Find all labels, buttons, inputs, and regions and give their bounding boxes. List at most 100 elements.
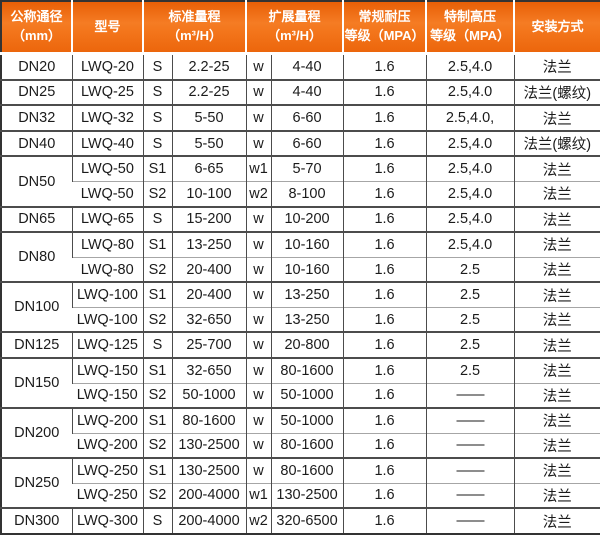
table-row: DN300 LWQ-300 S 200-4000 w2 320-6500 1.6 —— 法兰 bbox=[1, 507, 600, 534]
install-cell: 法兰 bbox=[513, 256, 600, 283]
w-grade-cell: w bbox=[245, 231, 272, 258]
std-range-cell: 6-65 bbox=[171, 155, 247, 182]
table-row: LWQ-250 S2 200-4000 w1 130-2500 1.6 —— 法兰 bbox=[1, 482, 600, 509]
w-grade-cell: w bbox=[245, 407, 272, 434]
dn-cell: DN125 bbox=[1, 331, 72, 358]
model-cell: LWQ-20 bbox=[71, 52, 143, 80]
model-cell: LWQ-32 bbox=[71, 104, 143, 131]
w-grade-cell: w bbox=[245, 205, 272, 233]
pressure-cell: 1.6 bbox=[342, 331, 427, 358]
install-cell: 法兰 bbox=[513, 52, 600, 80]
ext-range-cell: 6-60 bbox=[270, 104, 344, 131]
high-pressure-cell: —— bbox=[425, 507, 515, 534]
table-row: LWQ-150 S2 50-1000 w 50-1000 1.6 —— 法兰 bbox=[1, 382, 600, 409]
install-cell: 法兰 bbox=[513, 382, 600, 409]
model-cell: LWQ-125 bbox=[71, 331, 143, 358]
dn-cell: DN32 bbox=[1, 104, 72, 131]
s-grade-cell: S bbox=[142, 104, 172, 131]
model-cell: LWQ-300 bbox=[71, 507, 143, 534]
install-cell: 法兰 bbox=[513, 407, 600, 434]
w-grade-cell: w bbox=[245, 281, 272, 308]
table-row: LWQ-200 S2 130-2500 w 80-1600 1.6 —— 法兰 bbox=[1, 432, 600, 459]
ext-range-cell: 20-800 bbox=[270, 331, 344, 358]
ext-range-cell: 10-160 bbox=[270, 231, 344, 258]
w-grade-cell: w bbox=[245, 457, 272, 484]
high-pressure-cell: 2.5 bbox=[425, 281, 515, 308]
s-grade-cell: S1 bbox=[142, 457, 172, 484]
dn-cell: DN150 bbox=[1, 356, 72, 409]
std-range-cell: 50-1000 bbox=[171, 382, 247, 409]
table-row: DN125 LWQ-125 S 25-700 w 20-800 1.6 2.5 法兰 bbox=[1, 331, 600, 358]
model-cell: LWQ-40 bbox=[71, 129, 143, 157]
std-range-cell: 32-650 bbox=[171, 356, 247, 384]
high-pressure-cell: —— bbox=[425, 382, 515, 409]
ext-range-cell: 6-60 bbox=[270, 129, 344, 157]
w-grade-cell: w bbox=[245, 104, 272, 131]
std-range-cell: 2.2-25 bbox=[171, 78, 247, 106]
install-cell: 法兰 bbox=[513, 432, 600, 459]
install-cell: 法兰 bbox=[513, 205, 600, 233]
table-row: DN100 LWQ-100 S1 20-400 w 13-250 1.6 2.5 法兰 bbox=[1, 281, 600, 333]
model-cell: LWQ-250 bbox=[72, 482, 143, 509]
table-row: DN80 LWQ-80 S1 13-250 w 10-160 1.6 2.5,4.0 法兰 bbox=[1, 231, 600, 283]
pressure-cell: 1.6 bbox=[342, 306, 427, 333]
high-pressure-cell: 2.5,4.0 bbox=[425, 155, 515, 182]
high-pressure-cell: 2.5,4.0 bbox=[425, 52, 515, 80]
model-cell: LWQ-150 bbox=[71, 356, 143, 384]
high-pressure-cell: 2.5 bbox=[425, 306, 515, 333]
ext-range-cell: 5-70 bbox=[270, 155, 344, 182]
install-cell: 法兰 bbox=[513, 155, 600, 182]
s-grade-cell: S2 bbox=[142, 181, 172, 207]
model-cell: LWQ-80 bbox=[72, 256, 143, 283]
std-range-cell: 200-4000 bbox=[171, 482, 247, 509]
s-grade-cell: S1 bbox=[142, 155, 172, 182]
high-pressure-cell: 2.5,4.0, bbox=[425, 104, 515, 131]
model-cell: LWQ-25 bbox=[71, 78, 143, 106]
w-grade-cell: w bbox=[245, 306, 272, 333]
table-row: LWQ-50 S2 10-100 w2 8-100 1.6 2.5,4.0 法兰 bbox=[1, 181, 600, 207]
model-cell: LWQ-50 bbox=[71, 155, 143, 182]
s-grade-cell: S1 bbox=[142, 281, 172, 308]
s-grade-cell: S bbox=[142, 205, 172, 233]
w-grade-cell: w2 bbox=[245, 181, 272, 207]
pressure-cell: 1.6 bbox=[342, 205, 427, 233]
high-pressure-cell: 2.5 bbox=[425, 331, 515, 358]
ext-range-cell: 80-1600 bbox=[270, 432, 344, 459]
pressure-cell: 1.6 bbox=[342, 432, 427, 459]
install-cell: 法兰(螺纹) bbox=[513, 129, 600, 157]
high-pressure-cell: —— bbox=[425, 407, 515, 434]
std-range-cell: 2.2-25 bbox=[171, 52, 247, 80]
high-pressure-cell: 2.5,4.0 bbox=[425, 78, 515, 106]
pressure-cell: 1.6 bbox=[342, 407, 427, 434]
ext-range-cell: 50-1000 bbox=[270, 382, 344, 409]
ext-range-cell: 4-40 bbox=[270, 52, 344, 80]
dn-cell: DN100 bbox=[1, 281, 72, 333]
header-install-method: 安装方式 bbox=[513, 1, 600, 55]
ext-range-cell: 130-2500 bbox=[270, 482, 344, 509]
table-row: DN40 LWQ-40 S 5-50 w 6-60 1.6 2.5,4.0 法兰(螺纹) bbox=[1, 129, 600, 157]
pressure-cell: 1.6 bbox=[342, 181, 427, 207]
high-pressure-cell: 2.5,4.0 bbox=[425, 181, 515, 207]
header-pressure-rating: 常规耐压 等级（MPA） bbox=[342, 1, 427, 55]
ext-range-cell: 80-1600 bbox=[270, 356, 344, 384]
table-row: LWQ-100 S2 32-650 w 13-250 1.6 2.5 法兰 bbox=[1, 306, 600, 333]
install-cell: 法兰 bbox=[513, 356, 600, 384]
w-grade-cell: w bbox=[245, 331, 272, 358]
std-range-cell: 130-2500 bbox=[171, 432, 247, 459]
table-row: DN65 LWQ-65 S 15-200 w 10-200 1.6 2.5,4.0 法兰 bbox=[1, 205, 600, 233]
install-cell: 法兰 bbox=[513, 482, 600, 509]
high-pressure-cell: 2.5,4.0 bbox=[425, 129, 515, 157]
w-grade-cell: w bbox=[245, 129, 272, 157]
header-standard-range: 标准量程 （m³/H） bbox=[141, 1, 247, 55]
model-cell: LWQ-100 bbox=[72, 306, 143, 333]
s-grade-cell: S bbox=[142, 78, 172, 106]
w-grade-cell: w bbox=[245, 256, 272, 283]
ext-range-cell: 10-160 bbox=[270, 256, 344, 283]
s-grade-cell: S2 bbox=[142, 256, 172, 283]
std-range-cell: 13-250 bbox=[171, 231, 247, 258]
install-cell: 法兰 bbox=[513, 231, 600, 258]
pressure-cell: 1.6 bbox=[342, 507, 427, 534]
std-range-cell: 25-700 bbox=[171, 331, 247, 358]
high-pressure-cell: —— bbox=[425, 432, 515, 459]
